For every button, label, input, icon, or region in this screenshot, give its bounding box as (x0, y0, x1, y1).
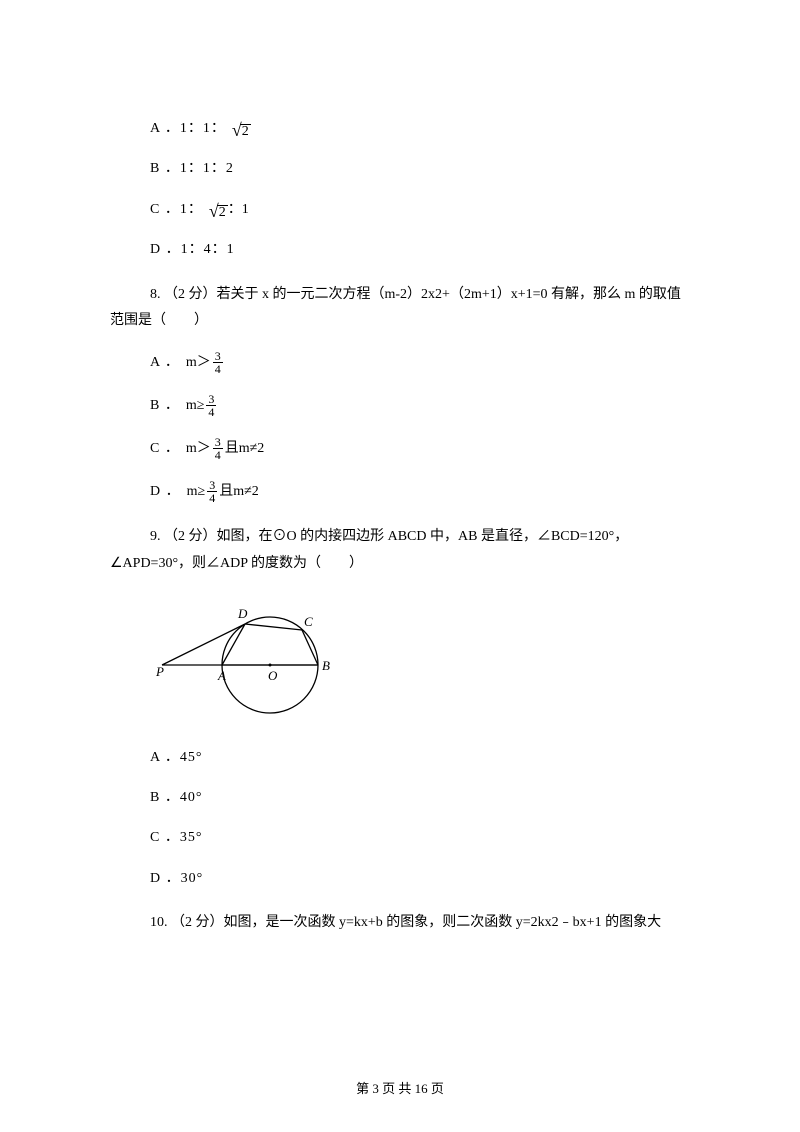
option-label: C ． (150, 438, 180, 460)
q9-diagram: P A O B C D (150, 600, 690, 728)
q7-option-b: B ．1：1：2 (150, 158, 690, 180)
sqrt-icon: √2 (209, 200, 228, 220)
option-label: A ．1：1： (150, 118, 226, 140)
page-content: A ．1：1： √2 B ．1：1：2 C ．1： √2 ：1 D ．1：4：1… (0, 0, 800, 984)
sqrt-icon: √2 (232, 119, 251, 139)
q9-line1: 9. （2 分）如图，在⊙O 的内接四边形 ABCD 中，AB 是直径，∠BCD… (110, 526, 690, 548)
q7-option-a: A ．1：1： √2 (150, 118, 690, 140)
math-expression: m ≥ 3 4 (186, 393, 219, 418)
q10-line1: 10. （2 分）如图，是一次函数 y=kx+b 的图象，则二次函数 y=2kx… (110, 912, 690, 934)
q9-option-b: B ．40° (150, 787, 690, 809)
q8-question: 8. （2 分）若关于 x 的一元二次方程（m-2）2x2+（2m+1）x+1=… (110, 284, 690, 333)
q9-question: 9. （2 分）如图，在⊙O 的内接四边形 ABCD 中，AB 是直径，∠BCD… (110, 526, 690, 575)
q8-option-c: C ． m ＞ 3 4 且 m≠2 (150, 436, 690, 461)
option-suffix: ：1 (228, 199, 249, 221)
q8-line2: 范围是（ ） (110, 310, 690, 332)
label-c: C (304, 614, 313, 629)
math-expression: m ≥ 3 4 (187, 479, 220, 504)
option-label: D ． (150, 481, 181, 503)
option-label: C ．35° (150, 827, 202, 849)
math-expression: m ＞ 3 4 (186, 350, 225, 375)
fraction-icon: 3 4 (213, 436, 223, 461)
option-label: A ．45° (150, 747, 202, 769)
fraction-icon: 3 4 (213, 350, 223, 375)
option-label: A ． (150, 352, 180, 374)
math-expression: m ＞ 3 4 (186, 436, 225, 461)
q9-option-a: A ．45° (150, 747, 690, 769)
q8-option-b: B ． m ≥ 3 4 (150, 393, 690, 418)
q9-line2: ∠APD=30°，则∠ADP 的度数为（ ） (110, 553, 690, 575)
label-b: B (322, 658, 330, 673)
label-p: P (155, 664, 164, 679)
fraction-icon: 3 4 (207, 479, 217, 504)
q7-option-d: D ．1：4：1 (150, 239, 690, 261)
option-label: B ．40° (150, 787, 202, 809)
fraction-icon: 3 4 (206, 393, 216, 418)
option-label: D ．30° (150, 868, 203, 890)
q10-question: 10. （2 分）如图，是一次函数 y=kx+b 的图象，则二次函数 y=2kx… (110, 912, 690, 934)
q9-option-d: D ．30° (150, 868, 690, 890)
math-ne: m≠2 (239, 438, 265, 460)
circle-diagram-icon: P A O B C D (150, 600, 360, 720)
q8-option-d: D ． m ≥ 3 4 且 m≠2 (150, 479, 690, 504)
math-ne: m≠2 (233, 481, 259, 503)
q7-option-c: C ．1： √2 ：1 (150, 199, 690, 221)
q8-option-a: A ． m ＞ 3 4 (150, 350, 690, 375)
and-text: 且 (219, 481, 233, 503)
option-label: C ．1： (150, 199, 203, 221)
and-text: 且 (225, 438, 239, 460)
q8-line1: 8. （2 分）若关于 x 的一元二次方程（m-2）2x2+（2m+1）x+1=… (110, 284, 690, 306)
label-d: D (237, 606, 248, 621)
option-label: D ．1：4：1 (150, 239, 235, 261)
q9-option-c: C ．35° (150, 827, 690, 849)
label-a: A (217, 668, 226, 683)
option-label: B ． (150, 395, 180, 417)
page-footer: 第 3 页 共 16 页 (0, 1078, 800, 1097)
label-o: O (268, 668, 278, 683)
option-label: B ．1：1：2 (150, 158, 234, 180)
